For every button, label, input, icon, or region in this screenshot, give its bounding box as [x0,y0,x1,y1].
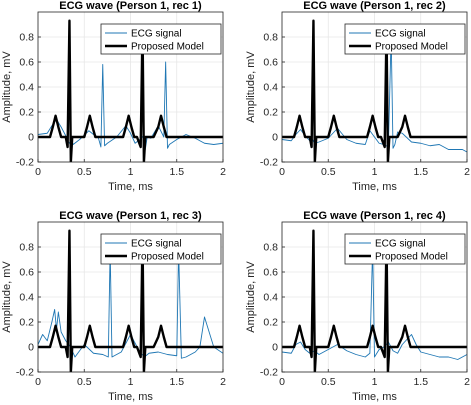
legend-label: Proposed Model [375,252,448,263]
chart-title: ECG wave (Person 1, rec 1) [59,0,202,12]
y-tick-label: 0.4 [263,292,278,304]
y-tick-label: 0.6 [19,57,34,69]
y-tick-label: -0.2 [16,367,34,379]
proposed-model-line [282,19,467,162]
legend-label: ECG signal [131,239,182,250]
legend: ECG signal Proposed Model [344,23,466,55]
x-axis-label: Time, ms [108,181,153,193]
x-tick-label: 2 [464,166,470,178]
y-tick-label: 0.2 [263,107,278,119]
legend-box [344,23,466,55]
x-tick-label: 1.5 [413,166,428,178]
y-tick-label: 0.6 [19,267,34,279]
y-tick-label: 0.4 [19,82,34,94]
chart-title: ECG wave (Person 1, rec 3) [59,210,202,222]
axes-box [281,221,468,373]
x-tick-label: 1 [128,166,134,178]
legend-label: Proposed Model [131,252,204,263]
proposed-model-line [38,229,223,372]
y-axis-label: Amplitude, mV [1,261,13,333]
y-tick-label: 0.4 [263,82,278,94]
legend: ECG signal Proposed Model [100,23,222,55]
legend-label: ECG signal [375,239,426,250]
y-tick-label: 0.4 [19,292,34,304]
y-tick-label: 0 [28,342,34,354]
x-axis-label: Time, ms [352,391,397,403]
chart-title: ECG wave (Person 1, rec 2) [303,0,446,12]
y-axis-label: Amplitude, mV [245,261,257,333]
y-tick-label: -0.2 [260,367,278,379]
x-tick-label: 0 [35,376,41,388]
x-tick-label: 0 [35,166,41,178]
x-tick-label: 0 [279,376,285,388]
x-tick-label: 1 [372,166,378,178]
y-tick-label: 0.8 [263,242,278,254]
x-tick-label: 0 [279,166,285,178]
ecg-signal-line [38,249,223,359]
y-tick-label: 0.2 [19,107,34,119]
x-tick-label: 0.5 [77,166,92,178]
x-axis-label: Time, ms [108,391,153,403]
legend-label: Proposed Model [375,42,448,53]
proposed-model-line [282,229,467,372]
x-tick-label: 2 [464,376,470,388]
y-tick-label: 0.6 [263,267,278,279]
x-tick-label: 2 [220,166,226,178]
y-tick-label: 0.8 [19,242,34,254]
ecg-signal-line [282,246,467,360]
legend-label: ECG signal [375,29,426,40]
y-tick-label: 0 [272,342,278,354]
y-tick-label: 0.8 [263,32,278,44]
x-tick-label: 1 [128,376,134,388]
chart-title: ECG wave (Person 1, rec 4) [303,210,446,222]
legend-box [344,233,466,265]
y-tick-label: -0.2 [260,157,278,169]
y-tick-label: 0.8 [19,32,34,44]
y-tick-label: 0.6 [263,57,278,69]
y-tick-label: 0 [28,132,34,144]
y-axis-label: Amplitude, mV [245,51,257,123]
y-tick-label: 0.2 [19,317,34,329]
axes-box [37,221,224,373]
axes-box [281,11,468,163]
x-tick-label: 0.5 [77,376,92,388]
x-tick-label: 1.5 [169,376,184,388]
legend-box [100,23,222,55]
x-tick-label: 0.5 [321,166,336,178]
legend: ECG signal Proposed Model [100,233,222,265]
proposed-model-line [38,19,223,162]
y-tick-label: -0.2 [16,157,34,169]
x-tick-label: 0.5 [321,376,336,388]
x-tick-label: 1 [372,376,378,388]
legend-box [100,233,222,265]
legend-label: ECG signal [131,29,182,40]
axes-box [37,11,224,163]
x-tick-label: 2 [220,376,226,388]
x-tick-label: 1.5 [169,166,184,178]
y-axis-label: Amplitude, mV [1,51,13,123]
y-tick-label: 0 [272,132,278,144]
legend: ECG signal Proposed Model [344,233,466,265]
x-tick-label: 1.5 [413,376,428,388]
y-tick-label: 0.2 [263,317,278,329]
x-axis-label: Time, ms [352,181,397,193]
legend-label: Proposed Model [131,42,204,53]
